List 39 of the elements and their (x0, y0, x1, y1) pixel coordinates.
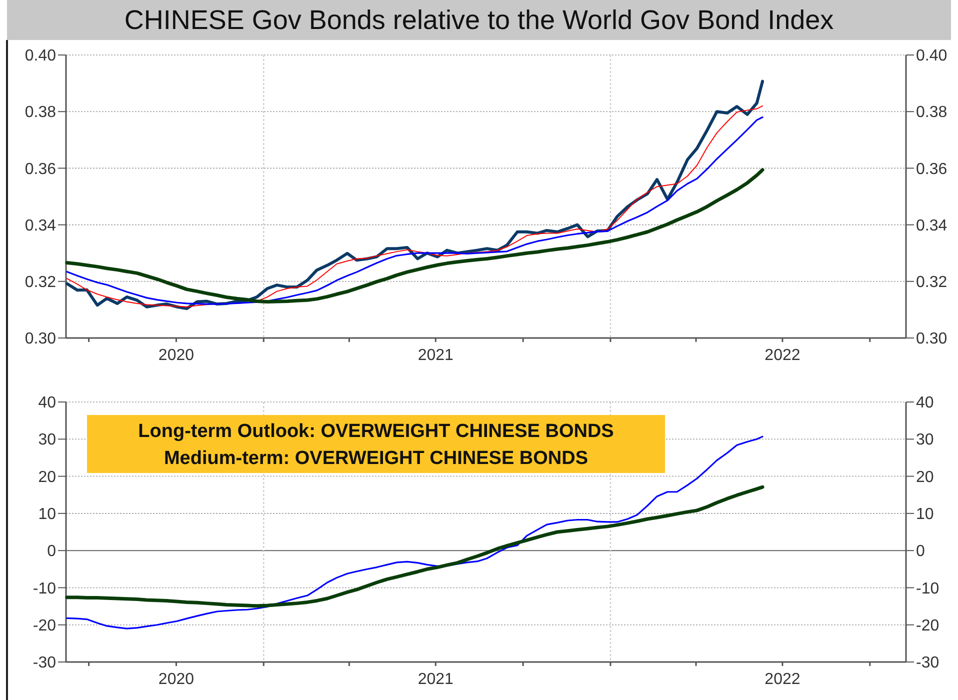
y2-tick-label: -20 (916, 617, 940, 634)
x-tick-label: 2020 (158, 347, 194, 364)
y2-tick-label: 0.34 (916, 217, 948, 234)
x-tick-label: 2021 (418, 671, 454, 688)
y-tick-label: 30 (38, 432, 56, 449)
annotation: Long-term Outlook: OVERWEIGHT CHINESE BONDS (138, 421, 614, 442)
y-tick-label: 20 (38, 468, 56, 486)
x-tick-label: 2022 (764, 671, 800, 688)
y-tick-label: 0.34 (24, 217, 56, 234)
y2-tick-label: 10 (916, 506, 934, 524)
y2-tick-label: 30 (916, 432, 934, 449)
y-tick-label: 0 (47, 543, 56, 560)
y-tick-label: 0.32 (24, 274, 56, 291)
chart-title: CHINESE Gov Bonds relative to the World Gov Bond Index (124, 5, 834, 35)
y-tick-label: -10 (32, 580, 56, 598)
y2-tick-label: 0 (916, 543, 925, 560)
y-tick-label: 0.40 (24, 48, 56, 65)
y-tick-label: 0.30 (24, 330, 56, 348)
y-tick-label: 0.36 (24, 160, 56, 178)
y2-tick-label: 0.36 (916, 160, 948, 178)
line-series (65, 485, 764, 608)
y2-tick-label: 20 (916, 468, 934, 486)
y-tick-label: -30 (32, 654, 56, 672)
x-tick-label: 2022 (764, 347, 800, 364)
y-tick-label: 40 (38, 394, 56, 412)
y2-tick-label: -30 (916, 654, 940, 672)
y-tick-label: 10 (38, 506, 56, 524)
y2-tick-label: 0.40 (916, 48, 948, 65)
y-tick-label: -20 (32, 617, 56, 634)
y2-tick-label: 0.30 (916, 330, 948, 348)
annotation: Medium-term: OVERWEIGHT CHINESE BONDS (164, 448, 588, 469)
y2-tick-label: 0.32 (916, 274, 948, 291)
y2-tick-label: 40 (916, 394, 934, 412)
y-tick-label: 0.38 (24, 104, 56, 122)
x-tick-label: 2021 (418, 347, 454, 364)
line-series (65, 168, 764, 304)
y2-tick-label: 0.38 (916, 104, 948, 122)
x-tick-label: 2020 (158, 671, 194, 688)
y2-tick-label: -10 (916, 580, 940, 598)
